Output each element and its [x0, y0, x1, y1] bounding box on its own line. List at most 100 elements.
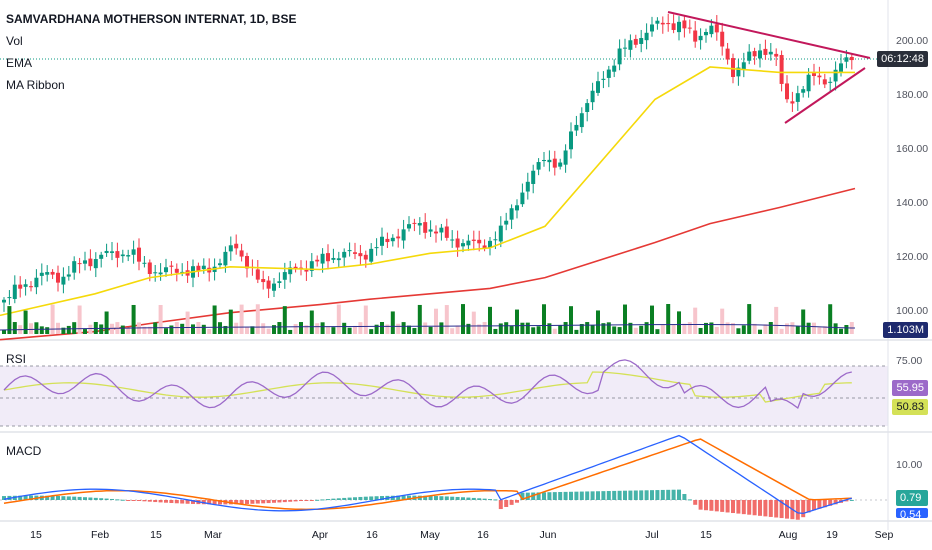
macd-histogram-bar	[515, 500, 519, 503]
price-pane[interactable]	[0, 11, 871, 341]
volume-bar	[704, 322, 708, 334]
volume-bar	[223, 325, 228, 334]
signal-value-badge: 0.54	[896, 508, 928, 518]
macd-histogram-bar	[353, 497, 357, 500]
volume-bar	[844, 325, 849, 334]
candle-body	[417, 223, 422, 226]
candle-body	[720, 31, 725, 47]
price-tick-label: 120.00	[896, 251, 928, 263]
candle-body	[655, 20, 660, 24]
volume-bar	[579, 324, 584, 334]
macd-histogram-bar	[606, 491, 611, 500]
rsi-line	[3, 359, 852, 410]
candle-body	[585, 103, 590, 112]
macd-pane[interactable]	[2, 434, 854, 520]
candle-body	[666, 23, 671, 25]
price-tick-label: 100.00	[896, 305, 928, 317]
volume-bar	[542, 304, 546, 334]
candle-body	[293, 266, 298, 270]
macd-histogram-bar	[450, 496, 455, 500]
candle-body	[315, 259, 320, 262]
rsi-pane[interactable]	[3, 359, 852, 410]
macd-histogram-bar	[288, 500, 293, 502]
price-tick-label: 160.00	[896, 143, 928, 155]
volume-bar	[169, 325, 174, 334]
macd-pane-label[interactable]: MACD	[6, 444, 42, 458]
macd-histogram-bar	[833, 500, 838, 505]
indicator-ema[interactable]: EMA	[6, 56, 33, 70]
volume-bar	[839, 328, 843, 334]
volume-bar	[660, 324, 665, 334]
macd-histogram-bar	[320, 499, 325, 501]
macd-histogram-bar	[299, 500, 303, 502]
macd-histogram-bar	[585, 491, 590, 500]
volume-bar	[83, 329, 87, 334]
volume-bar	[45, 327, 50, 334]
macd-histogram-bar	[250, 500, 255, 504]
volume-bar	[504, 322, 509, 334]
candle-body	[558, 162, 563, 167]
volume-bar	[234, 322, 239, 334]
volume-bar	[99, 324, 104, 334]
macd-histogram-bar	[774, 500, 779, 518]
macd-histogram-bar	[444, 496, 449, 500]
time-axis-label: 16	[477, 529, 489, 541]
candle-body	[2, 299, 6, 303]
macd-histogram-bar	[806, 500, 811, 513]
macd-histogram-bar	[191, 500, 195, 504]
volume-bar	[450, 328, 455, 334]
macd-histogram-bar	[83, 497, 87, 500]
macd-histogram-bar	[99, 498, 104, 500]
candle-body	[790, 101, 795, 104]
macd-histogram-bar	[336, 498, 341, 500]
candle-body	[7, 297, 12, 299]
macd-histogram-bar	[461, 497, 465, 500]
candle-body	[682, 20, 687, 29]
volume-bar	[525, 322, 530, 334]
macd-histogram-bar	[520, 492, 525, 500]
macd-histogram-bar	[23, 495, 28, 500]
candle-body	[358, 253, 363, 257]
volume-bar	[812, 322, 816, 334]
volume-bar	[293, 324, 298, 334]
candle-body	[455, 238, 460, 248]
candle-body	[18, 284, 23, 289]
time-axis-label: Feb	[91, 529, 109, 541]
candle-body	[142, 262, 147, 264]
macd-histogram-bar	[547, 492, 552, 500]
volume-bar	[752, 323, 757, 334]
volume-bar	[423, 322, 428, 334]
candle-body	[817, 75, 822, 78]
upper-trendline	[667, 11, 871, 59]
macd-histogram-bar	[558, 491, 563, 500]
volume-bar	[714, 326, 719, 334]
candle-body	[617, 48, 622, 65]
symbol-title[interactable]: SAMVARDHANA MOTHERSON INTERNAT, 1D, BSE	[6, 12, 297, 26]
macd-histogram-bar	[569, 491, 573, 500]
candle-body	[628, 40, 633, 50]
candle-body	[606, 69, 611, 78]
rsi-pane-label[interactable]: RSI	[6, 352, 27, 366]
indicator-vol[interactable]: Vol	[6, 34, 23, 48]
volume-bar	[56, 322, 60, 334]
candle-body	[66, 274, 71, 277]
macd-histogram-bar	[471, 497, 476, 500]
candle-body	[56, 272, 60, 283]
candle-body	[833, 69, 838, 82]
indicator-ma-ribbon[interactable]: MA Ribbon	[6, 78, 65, 92]
macd-histogram-bar	[677, 489, 681, 500]
time-axis-label: 15	[150, 529, 162, 541]
macd-histogram-bar	[245, 500, 249, 504]
volume-bar	[110, 323, 114, 334]
volume-bar	[747, 304, 752, 334]
macd-histogram-bar	[536, 492, 541, 500]
ema-line	[0, 66, 855, 317]
macd-histogram-bar	[828, 500, 833, 506]
rsi-value-badge: 55.95	[892, 380, 928, 396]
candle-body	[137, 247, 141, 262]
macd-histogram-bar	[579, 491, 584, 500]
macd-histogram-bar	[628, 490, 633, 500]
candle-body	[596, 81, 600, 93]
volume-bar	[12, 322, 17, 334]
